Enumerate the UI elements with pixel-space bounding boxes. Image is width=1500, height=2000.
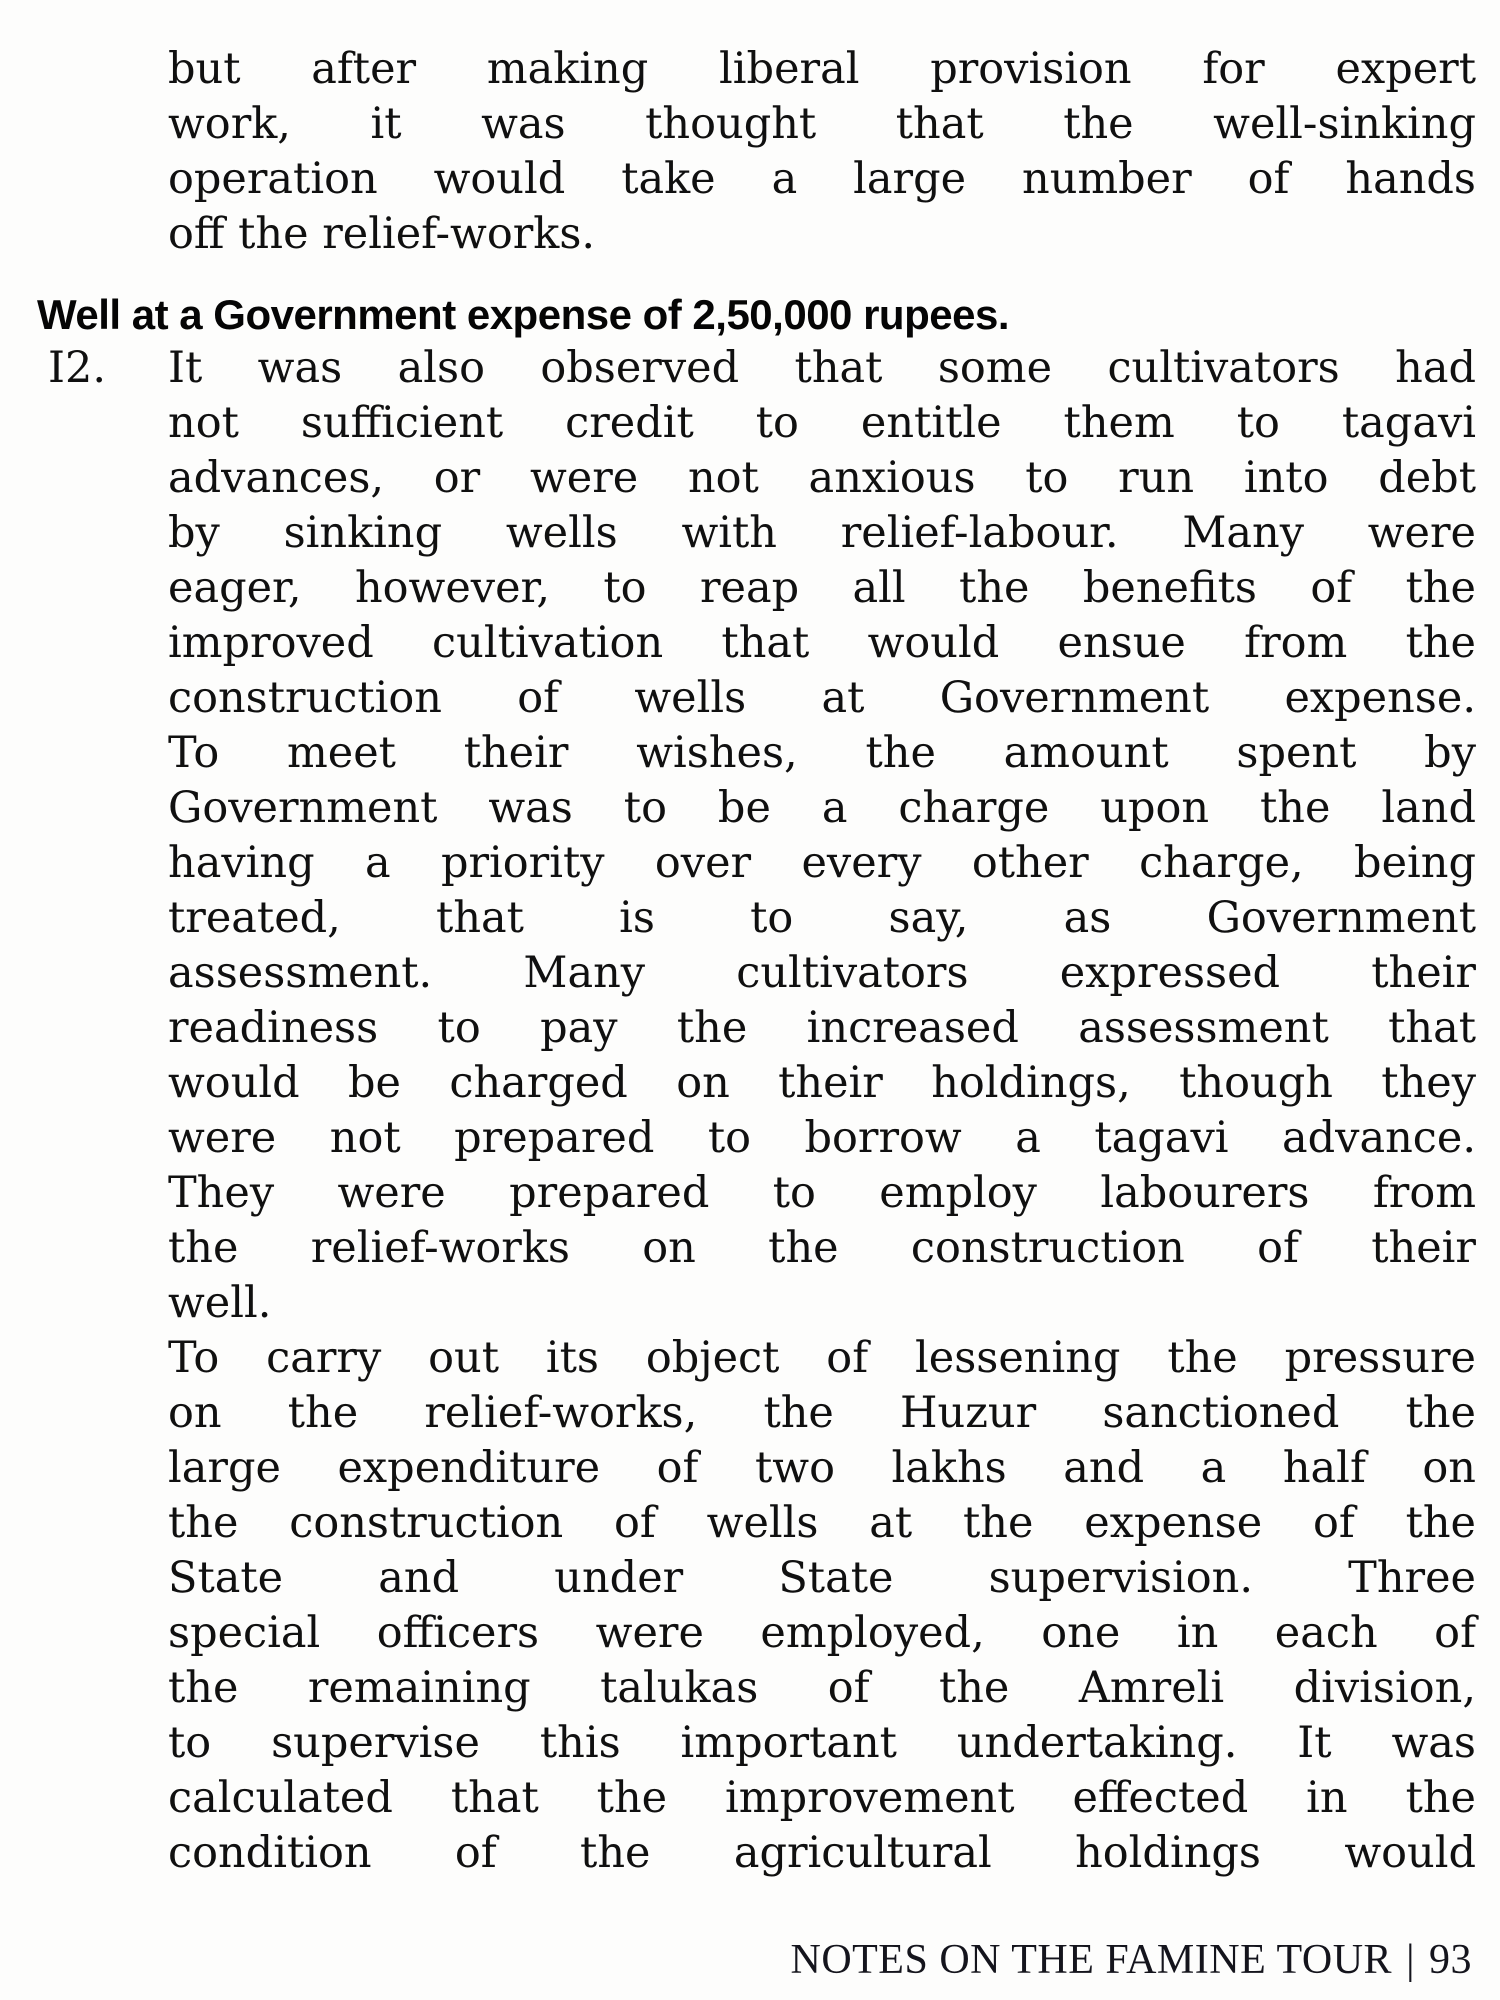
- footer-page-number: 93: [1429, 1937, 1472, 1983]
- text-line: condition of the agricultural holdings w…: [168, 1828, 1476, 1878]
- text-line: well.: [168, 1278, 272, 1328]
- text-line: would be charged on their holdings, thou…: [168, 1058, 1476, 1108]
- text-line: off the relief-works.: [168, 209, 596, 259]
- text-line: assessment. Many cultivators expressed t…: [168, 948, 1476, 998]
- text-line: operation would take a large number of h…: [168, 154, 1476, 204]
- text-line: by sinking wells with relief-labour. Man…: [168, 508, 1476, 558]
- text-line: work, it was thought that the well-sinki…: [168, 99, 1476, 149]
- text-block: but after making liberal provision for e…: [37, 42, 1476, 1881]
- text-line: To meet their wishes, the amount spent b…: [168, 728, 1476, 778]
- text-line: large expenditure of two lakhs and a hal…: [168, 1443, 1476, 1493]
- text-line: the relief-works on the construction of …: [168, 1223, 1476, 1273]
- text-line: to supervise this important undertaking.…: [168, 1718, 1476, 1768]
- text-line: improved cultivation that would ensue fr…: [168, 618, 1476, 668]
- text-line: They were prepared to employ labourers f…: [168, 1168, 1476, 1218]
- text-line: eager, however, to reap all the benefits…: [168, 563, 1476, 613]
- text-line: It was also observed that some cultivato…: [168, 343, 1476, 393]
- paragraph-closing: To carry out its object of lessening the…: [168, 1331, 1476, 1881]
- text-line: advances, or were not anxious to run int…: [168, 453, 1476, 503]
- text-line: on the relief-works, the Huzur sanctione…: [168, 1388, 1476, 1438]
- text-line: but after making liberal provision for e…: [168, 44, 1476, 94]
- footer-title: NOTES ON THE FAMINE TOUR: [790, 1937, 1393, 1983]
- text-line: not sufficient credit to entitle them to…: [168, 398, 1476, 448]
- text-line: treated, that is to say, as Government: [168, 893, 1476, 943]
- footer: NOTES ON THE FAMINE TOUR | 93: [790, 1936, 1472, 1984]
- text-line: State and under State supervision. Three: [168, 1553, 1476, 1603]
- text-line: the construction of wells at the expense…: [168, 1498, 1476, 1548]
- text-line: the remaining talukas of the Amreli divi…: [168, 1663, 1476, 1713]
- paragraph-number: I2.: [48, 343, 107, 393]
- text-line: Government was to be a charge upon the l…: [168, 783, 1476, 833]
- text-line: To carry out its object of lessening the…: [168, 1333, 1476, 1383]
- text-line: were not prepared to borrow a tagavi adv…: [168, 1113, 1476, 1163]
- paragraph-item-12: I2. It was also observed that some cultiv…: [48, 341, 1476, 1331]
- text-line: special officers were employed, one in e…: [168, 1608, 1476, 1658]
- text-line: having a priority over every other charg…: [168, 838, 1476, 888]
- footer-separator: |: [1406, 1937, 1415, 1983]
- section-heading: Well at a Government expense of 2,50,000…: [37, 291, 1009, 338]
- paragraph-intro: but after making liberal provision for e…: [168, 42, 1476, 262]
- text-line: readiness to pay the increased assessmen…: [168, 1003, 1476, 1053]
- text-line: construction of wells at Government expe…: [168, 673, 1476, 723]
- text-line: calculated that the improvement effected…: [168, 1773, 1476, 1823]
